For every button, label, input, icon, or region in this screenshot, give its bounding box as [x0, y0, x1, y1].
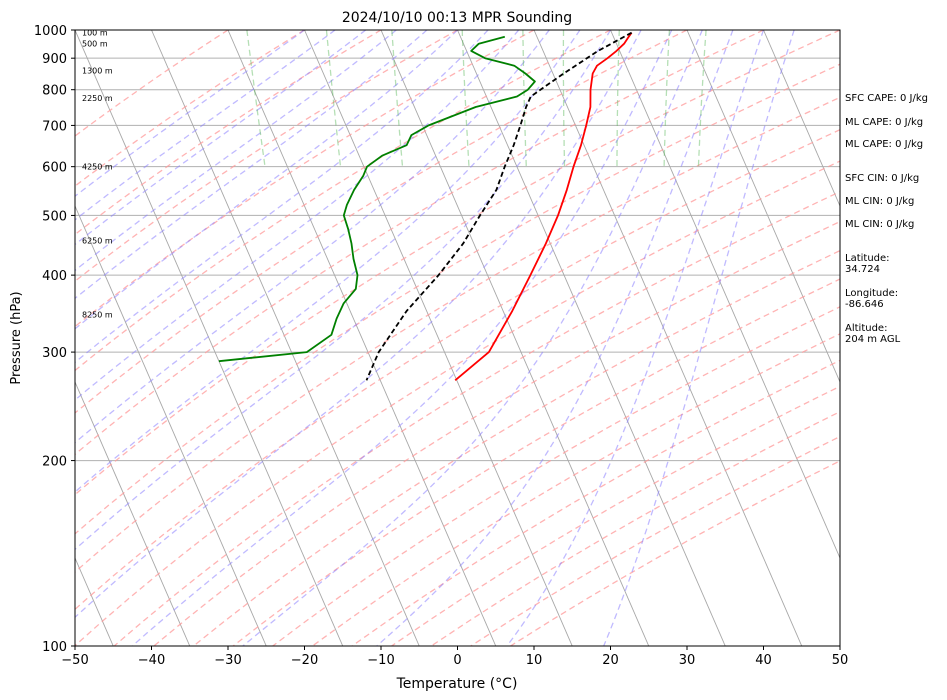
dry-adiabat	[75, 129, 840, 611]
moist-adiabat	[75, 30, 367, 246]
height-label: 4250 m	[82, 163, 113, 172]
x-tick-label: −50	[61, 653, 88, 668]
y-tick-label: 600	[42, 161, 67, 176]
y-tick-label: 400	[42, 269, 67, 284]
x-tick-label: 10	[526, 653, 543, 668]
dry-adiabat	[75, 30, 688, 414]
x-tick-label: 40	[755, 653, 772, 668]
sfc-cin-text: SFC CIN: 0 J/kg	[845, 173, 920, 184]
dry-adiabat	[312, 333, 840, 646]
altitude-value: 204 m AGL	[845, 334, 901, 345]
y-tick-label: 1000	[34, 24, 67, 39]
y-tick-label: 200	[42, 455, 67, 470]
moist-adiabat	[75, 30, 612, 551]
isotherm-line	[457, 30, 726, 646]
parcel-path-line	[365, 31, 633, 381]
dry-adiabat	[75, 96, 840, 573]
latitude-value: 34.724	[845, 264, 880, 275]
dry-adiabat	[75, 30, 764, 456]
ml-cin-text-2: ML CIN: 0 J/kg	[845, 219, 915, 230]
y-axis-label: Pressure (hPa)	[9, 291, 24, 384]
x-axis-label: Temperature (°C)	[396, 676, 518, 692]
ml-cin-text: ML CIN: 0 J/kg	[845, 196, 915, 207]
moist-adiabat	[376, 30, 734, 646]
x-tick-label: 50	[832, 653, 849, 668]
isotherm-line	[533, 30, 803, 646]
isotherm-line	[380, 30, 650, 646]
height-label: 100 m	[82, 29, 108, 38]
isotherm-line	[304, 30, 573, 646]
height-label: 2250 m	[82, 94, 113, 103]
height-label: 500 m	[82, 40, 108, 49]
y-tick-label: 500	[42, 209, 67, 224]
height-label: 6250 m	[82, 237, 113, 246]
x-tick-label: −20	[291, 653, 318, 668]
dewpoint-profile-line	[218, 35, 536, 363]
isotherm-line	[75, 204, 267, 646]
ml-cape-text: ML CAPE: 0 J/kg	[845, 117, 924, 128]
moist-adiabat	[75, 30, 458, 330]
moist-adiabat	[75, 30, 428, 300]
moist-adiabat	[242, 30, 703, 646]
plot-frame	[74, 29, 841, 647]
moist-adiabat	[75, 30, 550, 444]
x-tick-label: −30	[214, 653, 241, 668]
height-label: 8250 m	[82, 311, 113, 320]
y-tick-label: 900	[42, 52, 67, 67]
mixing-ratio-line	[246, 30, 266, 167]
isotherm-line	[227, 30, 497, 646]
isotherm-line	[151, 30, 420, 646]
y-tick-label: 800	[42, 84, 67, 99]
moist-adiabat	[75, 30, 336, 221]
dry-adiabat	[153, 220, 840, 646]
dry-adiabat	[75, 30, 535, 328]
dry-adiabat	[113, 190, 840, 646]
ml-cape-text-2: ML CAPE: 0 J/kg	[845, 139, 924, 150]
x-tick-label: −10	[367, 653, 394, 668]
x-tick-label: −40	[138, 653, 165, 668]
moist-adiabat	[603, 30, 795, 646]
mixing-ratio-line	[697, 30, 707, 167]
height-label: 1300 m	[82, 66, 113, 75]
isotherm-line	[75, 30, 344, 646]
altitude-label: Altitude:	[845, 323, 888, 334]
longitude-label: Longitude:	[845, 288, 899, 299]
moist-adiabat	[75, 30, 581, 493]
dry-adiabat	[75, 63, 840, 535]
x-tick-label: 0	[453, 653, 461, 668]
moist-adiabat	[506, 30, 765, 646]
mixing-ratio-line	[391, 30, 404, 167]
moist-adiabat	[75, 30, 520, 401]
isotherm-line	[610, 30, 840, 560]
dry-adiabat	[75, 30, 840, 496]
moist-adiabat	[75, 30, 305, 198]
mixing-ratio-line	[522, 30, 527, 167]
moist-adiabat	[75, 30, 489, 364]
sfc-cape-text: SFC CAPE: 0 J/kg	[845, 93, 928, 104]
isotherm-line	[686, 30, 840, 384]
dry-adiabat	[193, 249, 840, 646]
chart-title: 2024/10/10 00:13 MPR Sounding	[342, 10, 572, 26]
y-tick-label: 100	[42, 640, 67, 655]
moist-adiabat	[75, 30, 642, 619]
dry-adiabat	[75, 30, 229, 137]
x-tick-label: 30	[679, 653, 696, 668]
y-tick-label: 700	[42, 119, 67, 134]
longitude-value: -86.646	[845, 299, 884, 310]
temperature-profile-line	[454, 32, 633, 381]
x-tick-label: 20	[602, 653, 619, 668]
isotherm-line	[75, 380, 191, 646]
dry-adiabat	[75, 30, 305, 187]
dry-adiabat	[75, 30, 611, 372]
latitude-label: Latitude:	[845, 253, 890, 264]
moist-adiabat	[75, 30, 397, 272]
isotherm-line	[763, 30, 840, 208]
dry-adiabat	[75, 160, 840, 646]
dry-adiabat	[75, 30, 458, 283]
dry-adiabat	[351, 359, 840, 646]
y-tick-label: 300	[42, 346, 67, 361]
